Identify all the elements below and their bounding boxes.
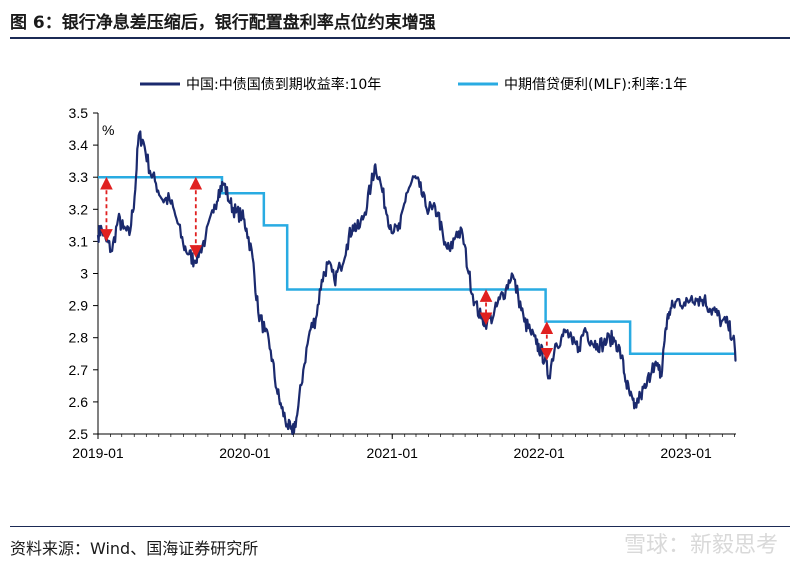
page-title: 图 6：银行净息差压缩后，银行配置盘利率点位约束增强 (10, 13, 436, 33)
y-tick-label: 2.5 (69, 426, 89, 442)
y-tick-label: 2.9 (69, 298, 89, 314)
x-tick-label: 2020-01 (219, 445, 271, 461)
legend-label-bond: 中国:中债国债到期收益率:10年 (186, 76, 381, 93)
x-tick-label: 2023-01 (660, 445, 712, 461)
chart-annotations (100, 176, 554, 361)
x-tick-label: 2022-01 (513, 445, 565, 461)
y-tick-label: 2.6 (69, 394, 89, 410)
bond-yield-line (96, 130, 737, 436)
y-tick-label: 3.3 (69, 169, 89, 185)
y-axis-label: % (102, 122, 114, 138)
watermark: 雪球：新毅思考 (623, 533, 778, 558)
y-tick-label: 3 (80, 266, 88, 282)
legend-label-mlf: 中期借贷便利(MLF):利率:1年 (504, 76, 687, 93)
title-rule (10, 37, 790, 39)
chart-series (96, 130, 737, 436)
y-tick-label: 3.5 (69, 105, 89, 121)
y-tick-label: 3.2 (69, 201, 89, 217)
chart-axes: 2.5 2.6 2.7 2.8 2.9 3 3.1 3.2 3.3 3.4 3.5% 2019-01 2… (69, 105, 736, 461)
y-tick-label: 2.7 (69, 362, 89, 378)
y-tick-label: 3.1 (69, 233, 89, 249)
x-tick-label: 2021-01 (367, 445, 419, 461)
y-tick-label: 2.8 (69, 330, 89, 346)
y-tick-label: 3.4 (69, 137, 89, 153)
footer-rule (10, 526, 790, 527)
chart-legend: 中国:中债国债到期收益率:10年 中期借贷便利(MLF):利率:1年 (140, 76, 687, 93)
source-note: 资料来源：Wind、国海证券研究所 (10, 539, 259, 558)
x-tick-label: 2019-01 (72, 445, 124, 461)
